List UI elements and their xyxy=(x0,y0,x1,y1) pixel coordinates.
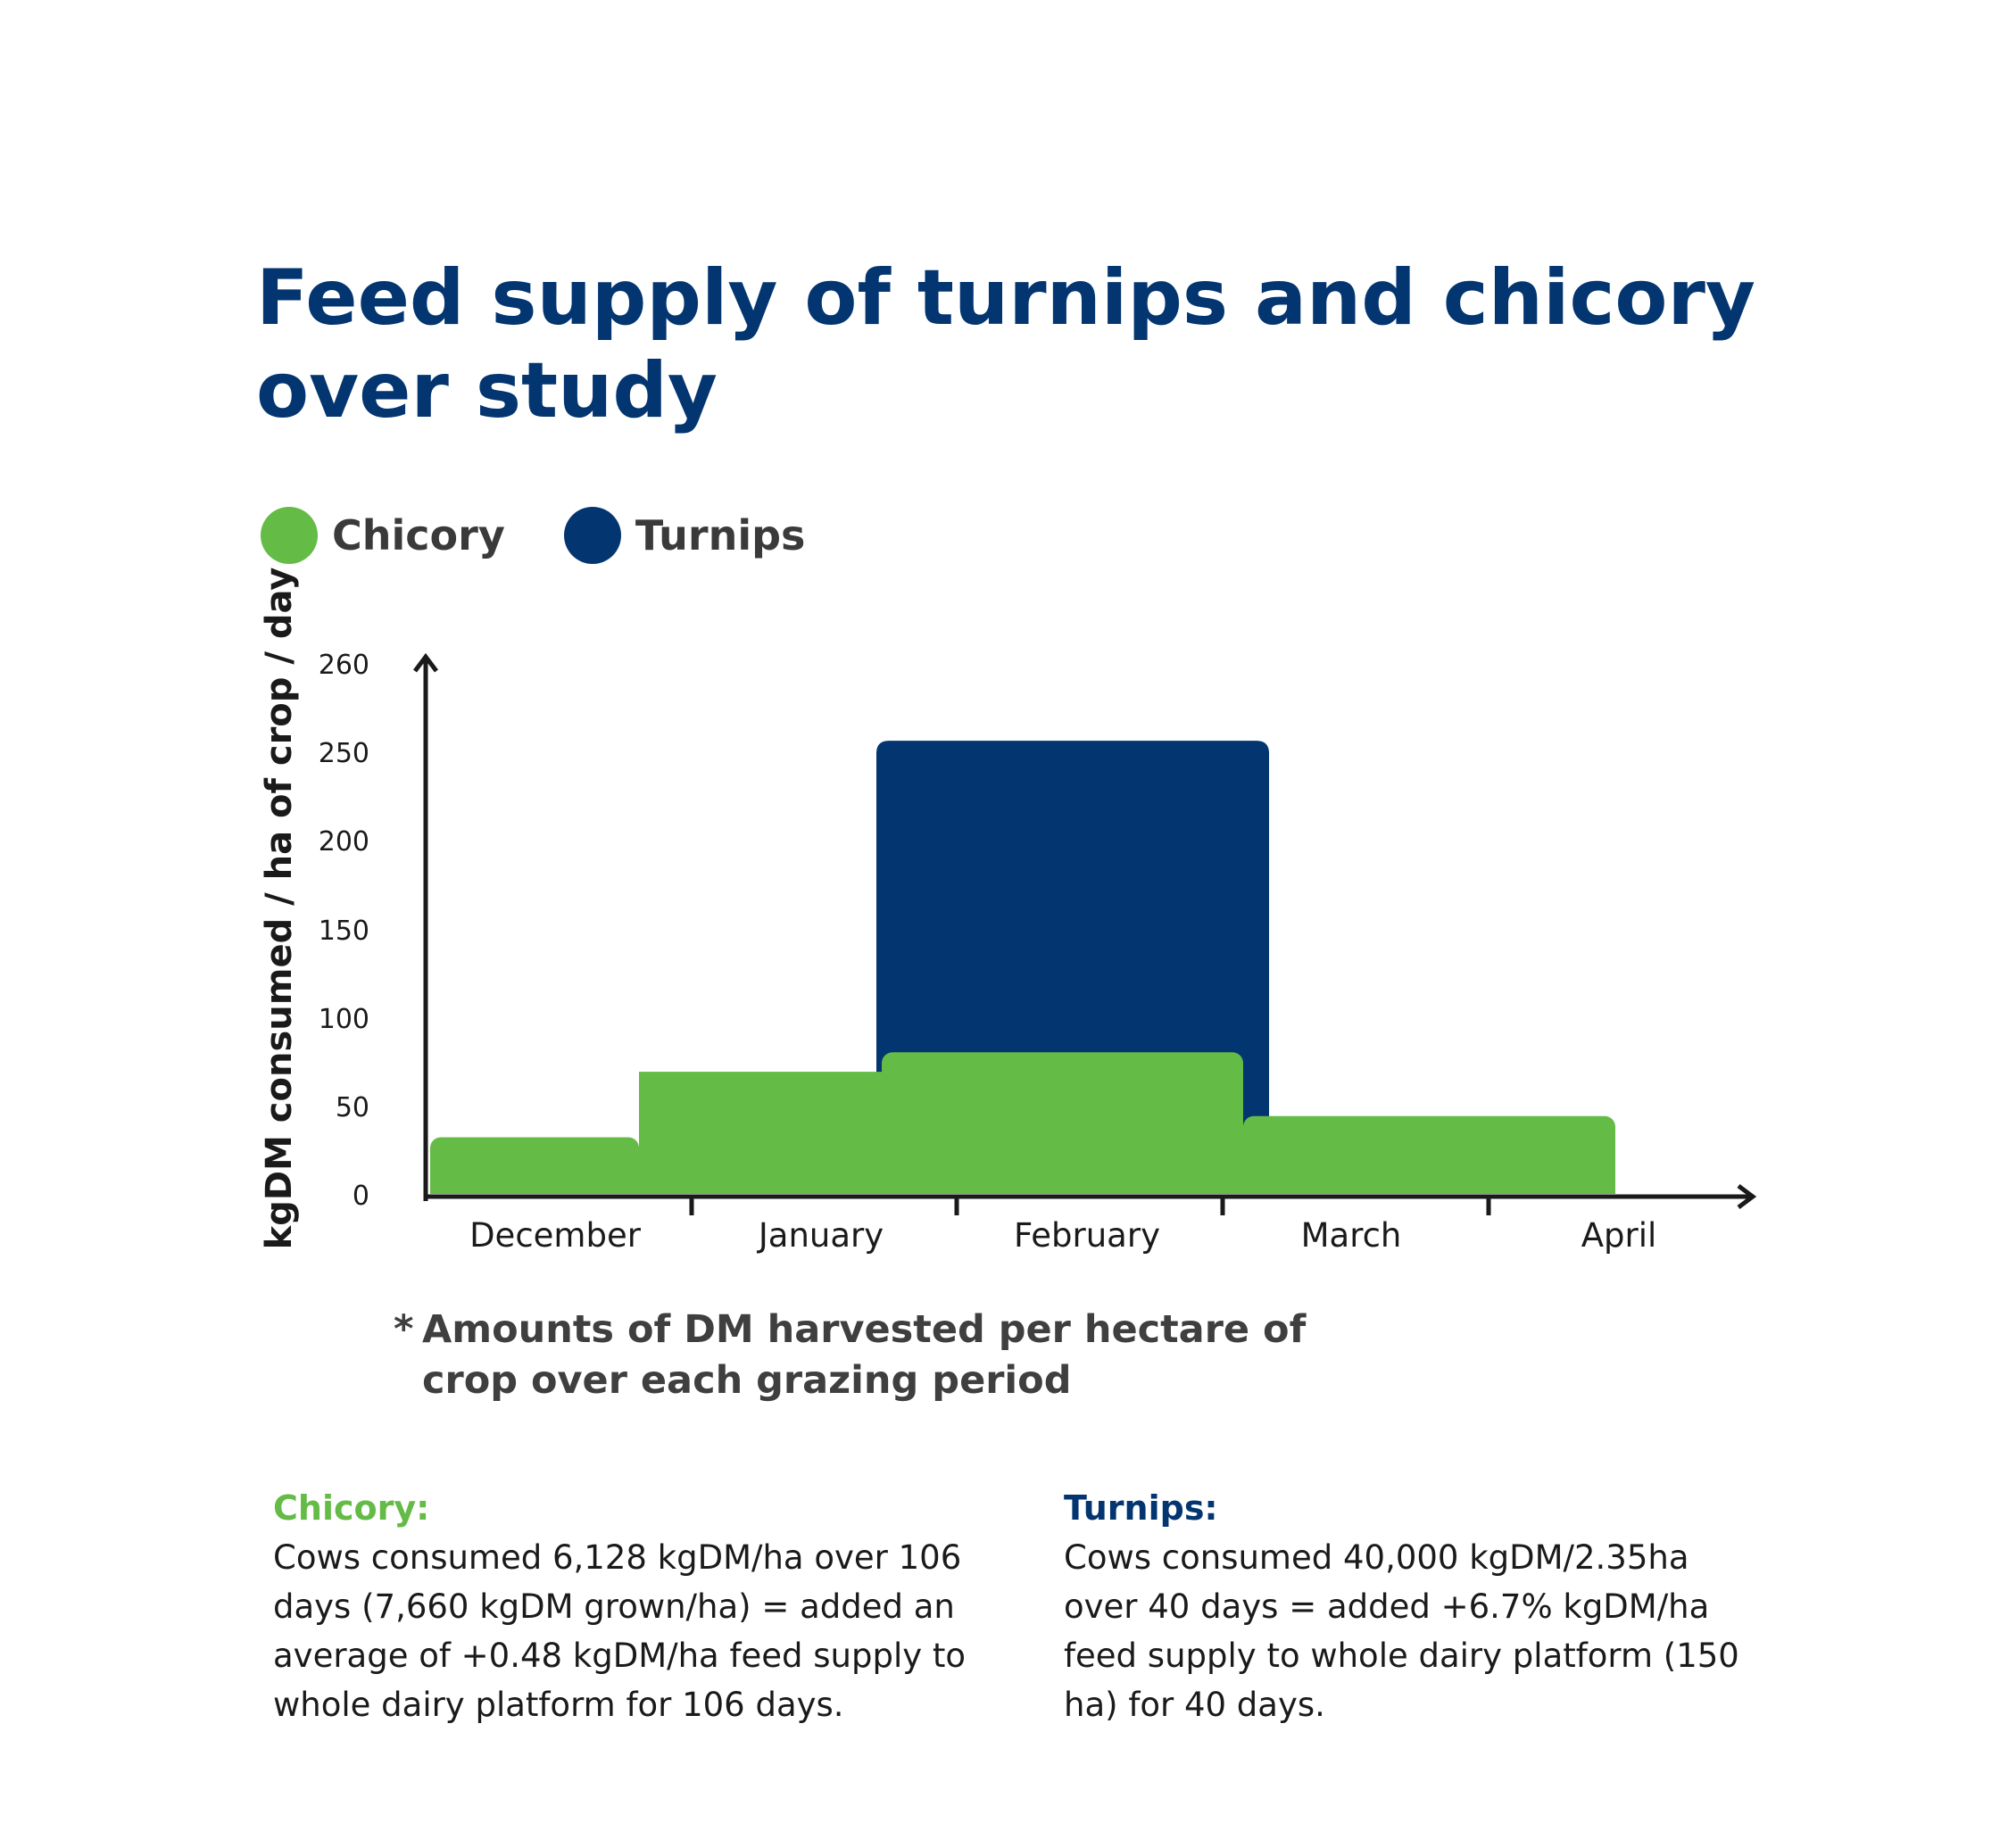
turnips-note: Turnips: Cows consumed 40,000 kgDM/2.35h… xyxy=(1064,1488,1796,1729)
y-axis-label: kgDM consumed / ha of crop / day xyxy=(259,568,300,1250)
legend-label-turnips: Turnips xyxy=(635,511,806,559)
legend: Chicory Turnips xyxy=(261,507,864,564)
footnote-star: * xyxy=(394,1307,414,1352)
chicory-bar-1 xyxy=(639,1072,882,1194)
legend-item-chicory: Chicory xyxy=(261,507,505,564)
legend-swatch-chicory xyxy=(261,507,318,564)
chicory-bar-2 xyxy=(882,1052,1243,1194)
footnote-text: Amounts of DM harvested per hectare of c… xyxy=(422,1307,1307,1403)
chicory-bar-3 xyxy=(1243,1115,1615,1194)
chicory-base-fill xyxy=(430,1181,1615,1194)
y-tick-label-260: 260 xyxy=(319,650,369,681)
y-axis-arrow xyxy=(413,652,438,673)
chart-title: Feed supply of turnips and chicory over … xyxy=(256,253,1755,435)
y-tick-label-0: 0 xyxy=(353,1181,369,1212)
legend-swatch-turnips xyxy=(563,507,621,564)
chicory-note-heading: Chicory: xyxy=(273,1488,430,1528)
turnips-note-text: Cows consumed 40,000 kgDM/2.35ha over 40… xyxy=(1064,1538,1739,1724)
chicory-note-text: Cows consumed 6,128 kgDM/ha over 106 day… xyxy=(273,1538,967,1724)
turnips-note-heading: Turnips: xyxy=(1064,1488,1218,1528)
x-axis-arrow xyxy=(1737,1184,1757,1209)
y-tick-label-100: 100 xyxy=(319,1004,369,1035)
legend-item-turnips: Turnips xyxy=(563,507,806,564)
y-tick-label-200: 200 xyxy=(319,826,369,858)
footnote: * Amounts of DM harvested per hectare of… xyxy=(394,1305,1315,1406)
x-tick-label-march: March xyxy=(1301,1216,1402,1255)
x-tick-label-april: April xyxy=(1581,1216,1657,1255)
legend-label-chicory: Chicory xyxy=(332,511,505,559)
y-tick-label-150: 150 xyxy=(319,916,369,947)
y-tick-label-250: 250 xyxy=(319,738,369,769)
x-tick-label-december: December xyxy=(469,1216,642,1255)
y-tick-label-50: 50 xyxy=(336,1092,369,1123)
chicory-bar-0 xyxy=(430,1137,639,1194)
feed-supply-chart: December January February March April 0 50 100 1… xyxy=(259,568,1757,1255)
chicory-note: Chicory: Cows consumed 6,128 kgDM/ha ove… xyxy=(273,1488,1005,1729)
x-tick-label-january: January xyxy=(757,1216,884,1255)
x-tick-label-february: February xyxy=(1014,1216,1160,1255)
